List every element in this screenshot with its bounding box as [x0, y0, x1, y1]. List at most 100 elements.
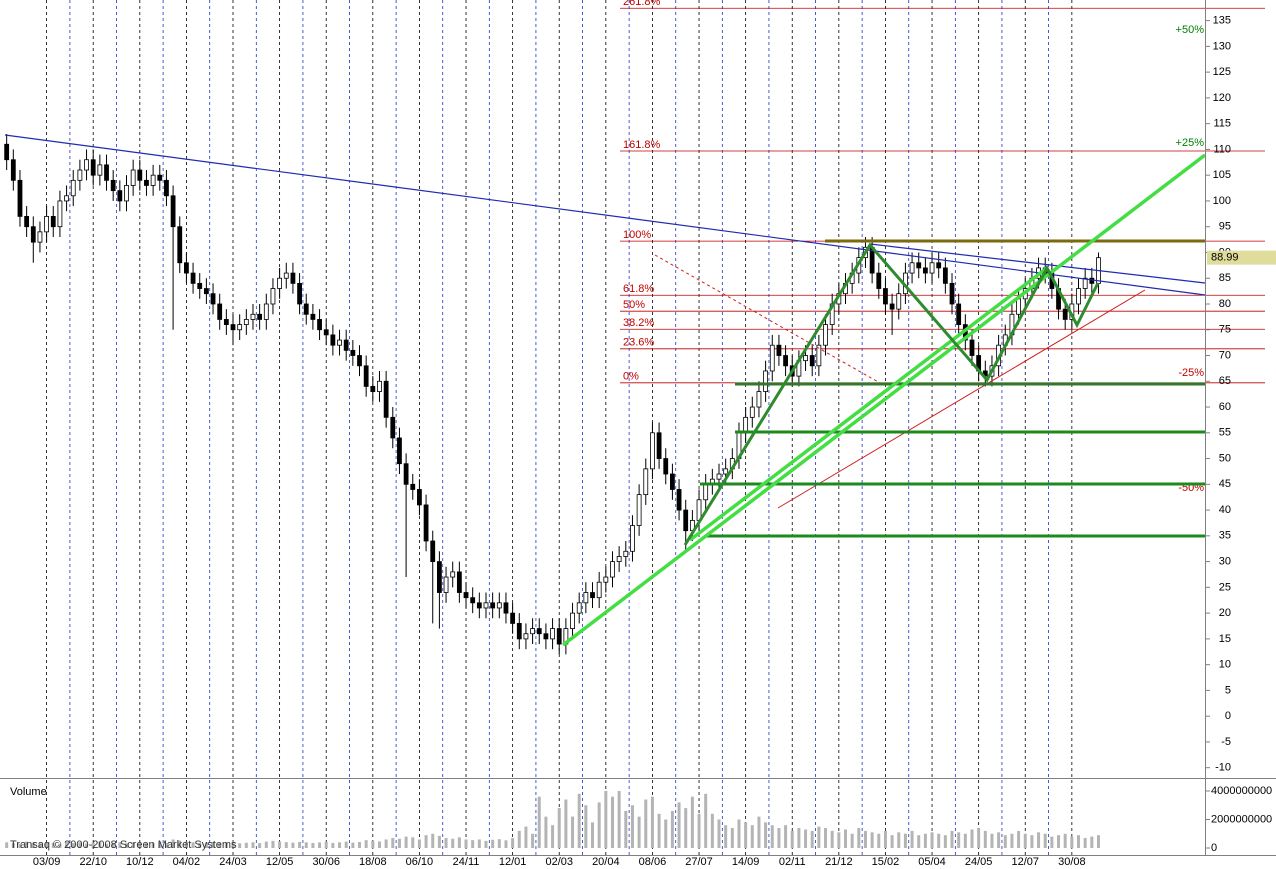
volume-bar — [131, 842, 135, 849]
volume-bar — [444, 838, 448, 849]
volume-bar — [677, 802, 681, 849]
volume-bar — [830, 830, 834, 849]
candle-body — [922, 267, 928, 274]
channel-line — [561, 153, 1207, 647]
candle-body — [237, 324, 243, 331]
volume-bar — [777, 828, 781, 849]
candle-body — [470, 597, 476, 604]
y-tick-label: 0 — [1225, 710, 1231, 722]
x-tick-label: 06/10 — [406, 856, 434, 868]
candle-body — [956, 303, 962, 325]
x-tick-label: 20/04 — [592, 856, 620, 868]
candle-body — [816, 344, 822, 367]
candle-body — [1076, 288, 1081, 305]
candle-body — [556, 628, 562, 645]
candle-body — [403, 463, 409, 485]
x-tick-label: 12/01 — [499, 856, 527, 868]
volume-bar — [517, 830, 521, 849]
volume-bar — [571, 816, 575, 849]
y-tick-label: 40 — [1219, 504, 1231, 516]
volume-bar — [883, 830, 887, 849]
candle-body — [503, 602, 509, 614]
volume-bar — [451, 838, 455, 849]
y-tick-label: 70 — [1219, 349, 1231, 361]
candle-body — [769, 344, 775, 372]
percent-label: +50% — [1176, 24, 1205, 36]
volume-bar — [624, 810, 628, 849]
volume-bar — [597, 802, 601, 849]
volume-bar — [477, 839, 481, 849]
trend-line — [4, 134, 1206, 296]
volume-bar — [817, 826, 821, 849]
volume-bar — [1057, 835, 1061, 849]
y-tick-label: 95 — [1219, 221, 1231, 233]
volume-bar — [524, 826, 528, 849]
copyright: Transaq © 2000-2008 Screen Market System… — [10, 839, 237, 851]
candle-body — [230, 324, 236, 331]
volume-bar — [990, 833, 994, 849]
volume-bar — [198, 842, 202, 849]
candle-body — [144, 179, 149, 186]
volume-bar — [710, 813, 714, 849]
volume-bar — [837, 832, 841, 849]
trend-line — [777, 289, 1146, 509]
candle-body — [889, 303, 895, 310]
volume-bar — [537, 796, 541, 849]
y-tick-label: 60 — [1219, 401, 1231, 413]
trend-line — [869, 243, 1206, 284]
y-tick-label: 85 — [1219, 272, 1231, 284]
candle-body — [377, 380, 382, 392]
volume-bar — [391, 838, 395, 849]
candle-body — [97, 164, 103, 176]
x-tick-label: 04/02 — [173, 856, 201, 868]
volume-bar — [431, 833, 435, 849]
volume-bar — [58, 843, 62, 849]
candle-body — [743, 416, 749, 434]
candle-body — [30, 226, 36, 243]
y-tick-label: -5 — [1221, 736, 1231, 748]
fib-label: 261.8% — [623, 0, 661, 8]
y-tick-label: 5 — [1225, 684, 1231, 696]
candle-body — [70, 179, 76, 197]
volume-bar — [657, 813, 661, 849]
candle-body — [543, 633, 549, 640]
candle-body — [969, 339, 975, 356]
x-tick-label: 24/03 — [219, 856, 247, 868]
volume-bar — [271, 840, 275, 849]
y-tick-label: 110 — [1213, 143, 1231, 155]
candle-body — [170, 195, 176, 228]
volume-bar — [617, 790, 621, 849]
volume-bar — [411, 837, 415, 849]
candle-body — [656, 432, 662, 459]
volume-bar — [610, 796, 614, 849]
volume-bar — [584, 805, 588, 849]
candle-body — [17, 179, 23, 217]
volume-bar — [417, 839, 421, 849]
candle-body — [1062, 308, 1068, 320]
volume-bar — [1090, 836, 1094, 849]
y-tick-label: 115 — [1213, 118, 1231, 130]
candle-body — [44, 215, 50, 233]
candle-body — [430, 540, 436, 563]
candle-body — [257, 313, 263, 320]
candle-body — [723, 468, 729, 475]
candle-body — [317, 319, 322, 331]
volume-bar — [38, 843, 42, 849]
candle-body — [283, 272, 289, 279]
candle-body — [270, 288, 276, 305]
volume-bar — [1017, 830, 1021, 849]
volume-bar — [877, 833, 881, 849]
candle-body — [809, 355, 815, 367]
volume-bar — [45, 842, 49, 849]
volume-label: Volume — [10, 786, 47, 798]
candle-body — [363, 365, 369, 387]
candle-body — [157, 174, 163, 181]
volume-bar — [704, 793, 708, 849]
volume-bar — [744, 822, 748, 849]
candle-body — [716, 473, 722, 480]
candle-body — [190, 272, 196, 284]
volume-bar — [65, 842, 69, 849]
volume-bar — [164, 843, 168, 849]
y-tick-label: 30 — [1219, 556, 1231, 568]
